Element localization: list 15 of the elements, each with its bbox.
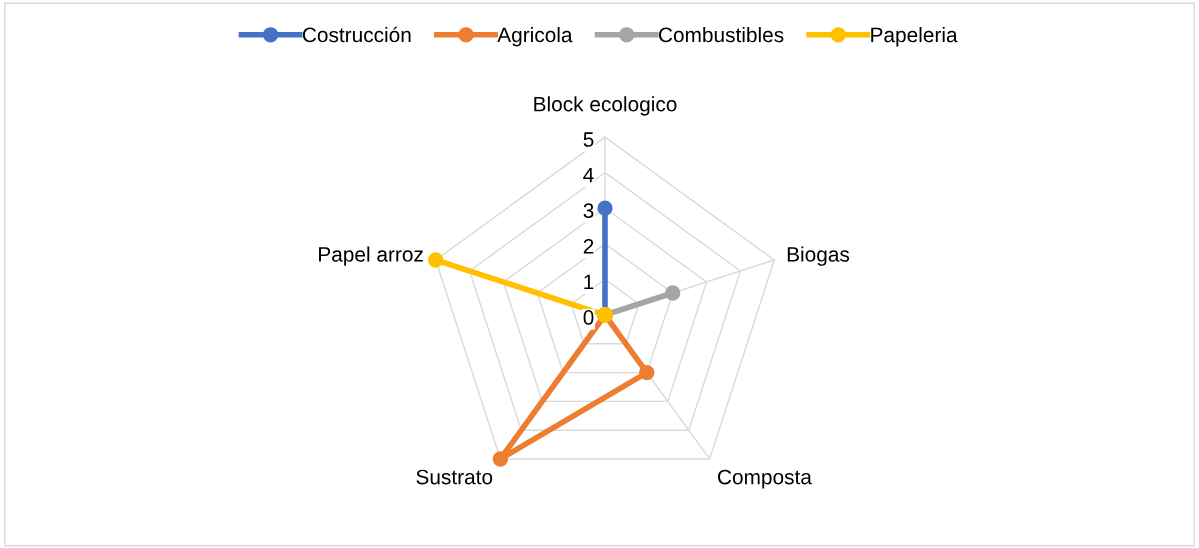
spoke-label: Papel arroz bbox=[319, 246, 423, 266]
spoke-label: Composta bbox=[718, 469, 812, 489]
y-tick-label: 1 bbox=[584, 274, 594, 290]
y-tick-label: 3 bbox=[583, 203, 594, 219]
legend-label: Agricola bbox=[497, 26, 573, 47]
legend-label: Costrucción bbox=[302, 26, 411, 43]
legend-label: Combustibles bbox=[658, 26, 784, 43]
spoke-label: Block ecologico bbox=[534, 96, 677, 116]
legend-label: Papeleria bbox=[871, 26, 958, 47]
y-tick-label: 5 bbox=[583, 132, 594, 147]
spoke-label: Biogas bbox=[787, 246, 850, 266]
y-tick-label: 0 bbox=[583, 310, 594, 325]
spoke-label: Sustrato bbox=[416, 469, 493, 485]
y-tick-label: 2 bbox=[583, 238, 594, 254]
y-tick-label: 4 bbox=[583, 167, 594, 183]
